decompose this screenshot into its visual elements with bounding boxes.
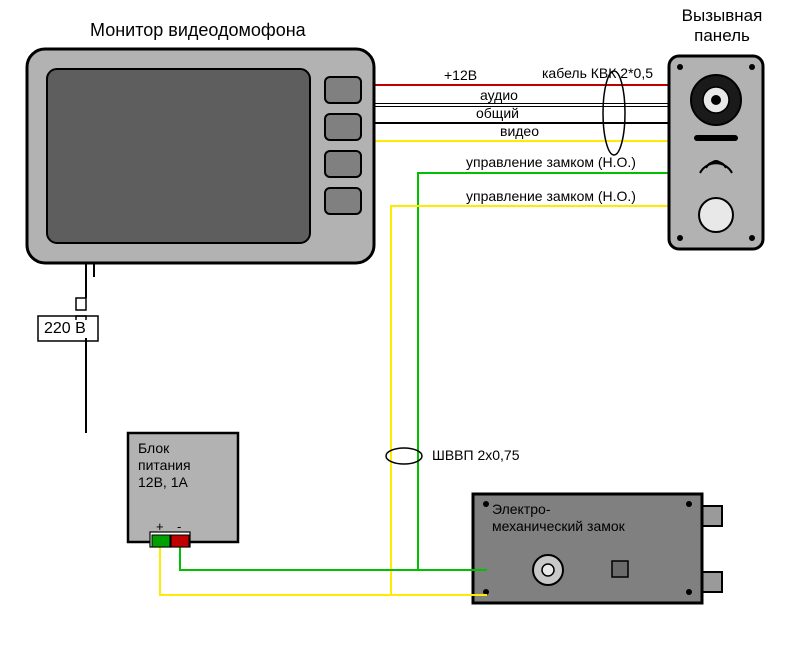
call-panel-screw-3	[677, 235, 683, 241]
call-panel-screw-4	[749, 235, 755, 241]
monitor-button-1	[325, 77, 361, 103]
call-panel-screw-1	[677, 64, 683, 70]
monitor-button-4	[325, 188, 361, 214]
call-panel-title-1: Вызывная панель	[652, 6, 792, 45]
lock-latch	[612, 561, 628, 577]
cable-ellipse-kvk	[603, 71, 625, 155]
ac-prong-1	[76, 298, 86, 310]
psu-terminal-minus	[171, 535, 189, 547]
camera-pupil	[711, 95, 721, 105]
monitor-button-2	[325, 114, 361, 140]
wire-video-label: видео	[500, 123, 539, 139]
cable-shvvp-label: ШВВП 2х0,75	[432, 447, 520, 463]
monitor-title: Монитор видеодомофона	[90, 20, 306, 41]
lock-screw-2	[686, 501, 692, 507]
voltage-220-label: 220 В	[42, 320, 88, 338]
cable-kvk-label: кабель КВК 2*0,5	[542, 65, 653, 81]
lock-label-1: Электро-	[492, 501, 550, 517]
lock-label-2: механический замок	[492, 518, 625, 534]
wire-lock-no1-label: управление замком (Н.О.)	[466, 154, 636, 170]
lock-screw-4	[686, 589, 692, 595]
wire-lock-no2-label: управление замком (Н.О.)	[466, 188, 636, 204]
psu-plus-label: +	[156, 519, 164, 534]
lock-screw-1	[483, 501, 489, 507]
call-panel-screw-2	[749, 64, 755, 70]
wire-12v-label: +12В	[444, 67, 477, 83]
wire-common-label: общий	[476, 105, 519, 121]
speaker-slit	[694, 135, 738, 141]
wire-audio-label: аудио	[480, 87, 518, 103]
lock-cylinder-inner	[542, 564, 554, 576]
call-button	[699, 198, 733, 232]
psu-minus-label: -	[177, 519, 181, 534]
psu-terminal-plus	[152, 535, 170, 547]
wire-psu-minus	[180, 547, 418, 570]
psu-label-2: питания	[138, 457, 191, 473]
psu-label-3: 12В, 1А	[138, 474, 188, 490]
psu-label-1: Блок	[138, 440, 169, 456]
monitor-screen	[47, 69, 310, 243]
monitor-button-3	[325, 151, 361, 177]
